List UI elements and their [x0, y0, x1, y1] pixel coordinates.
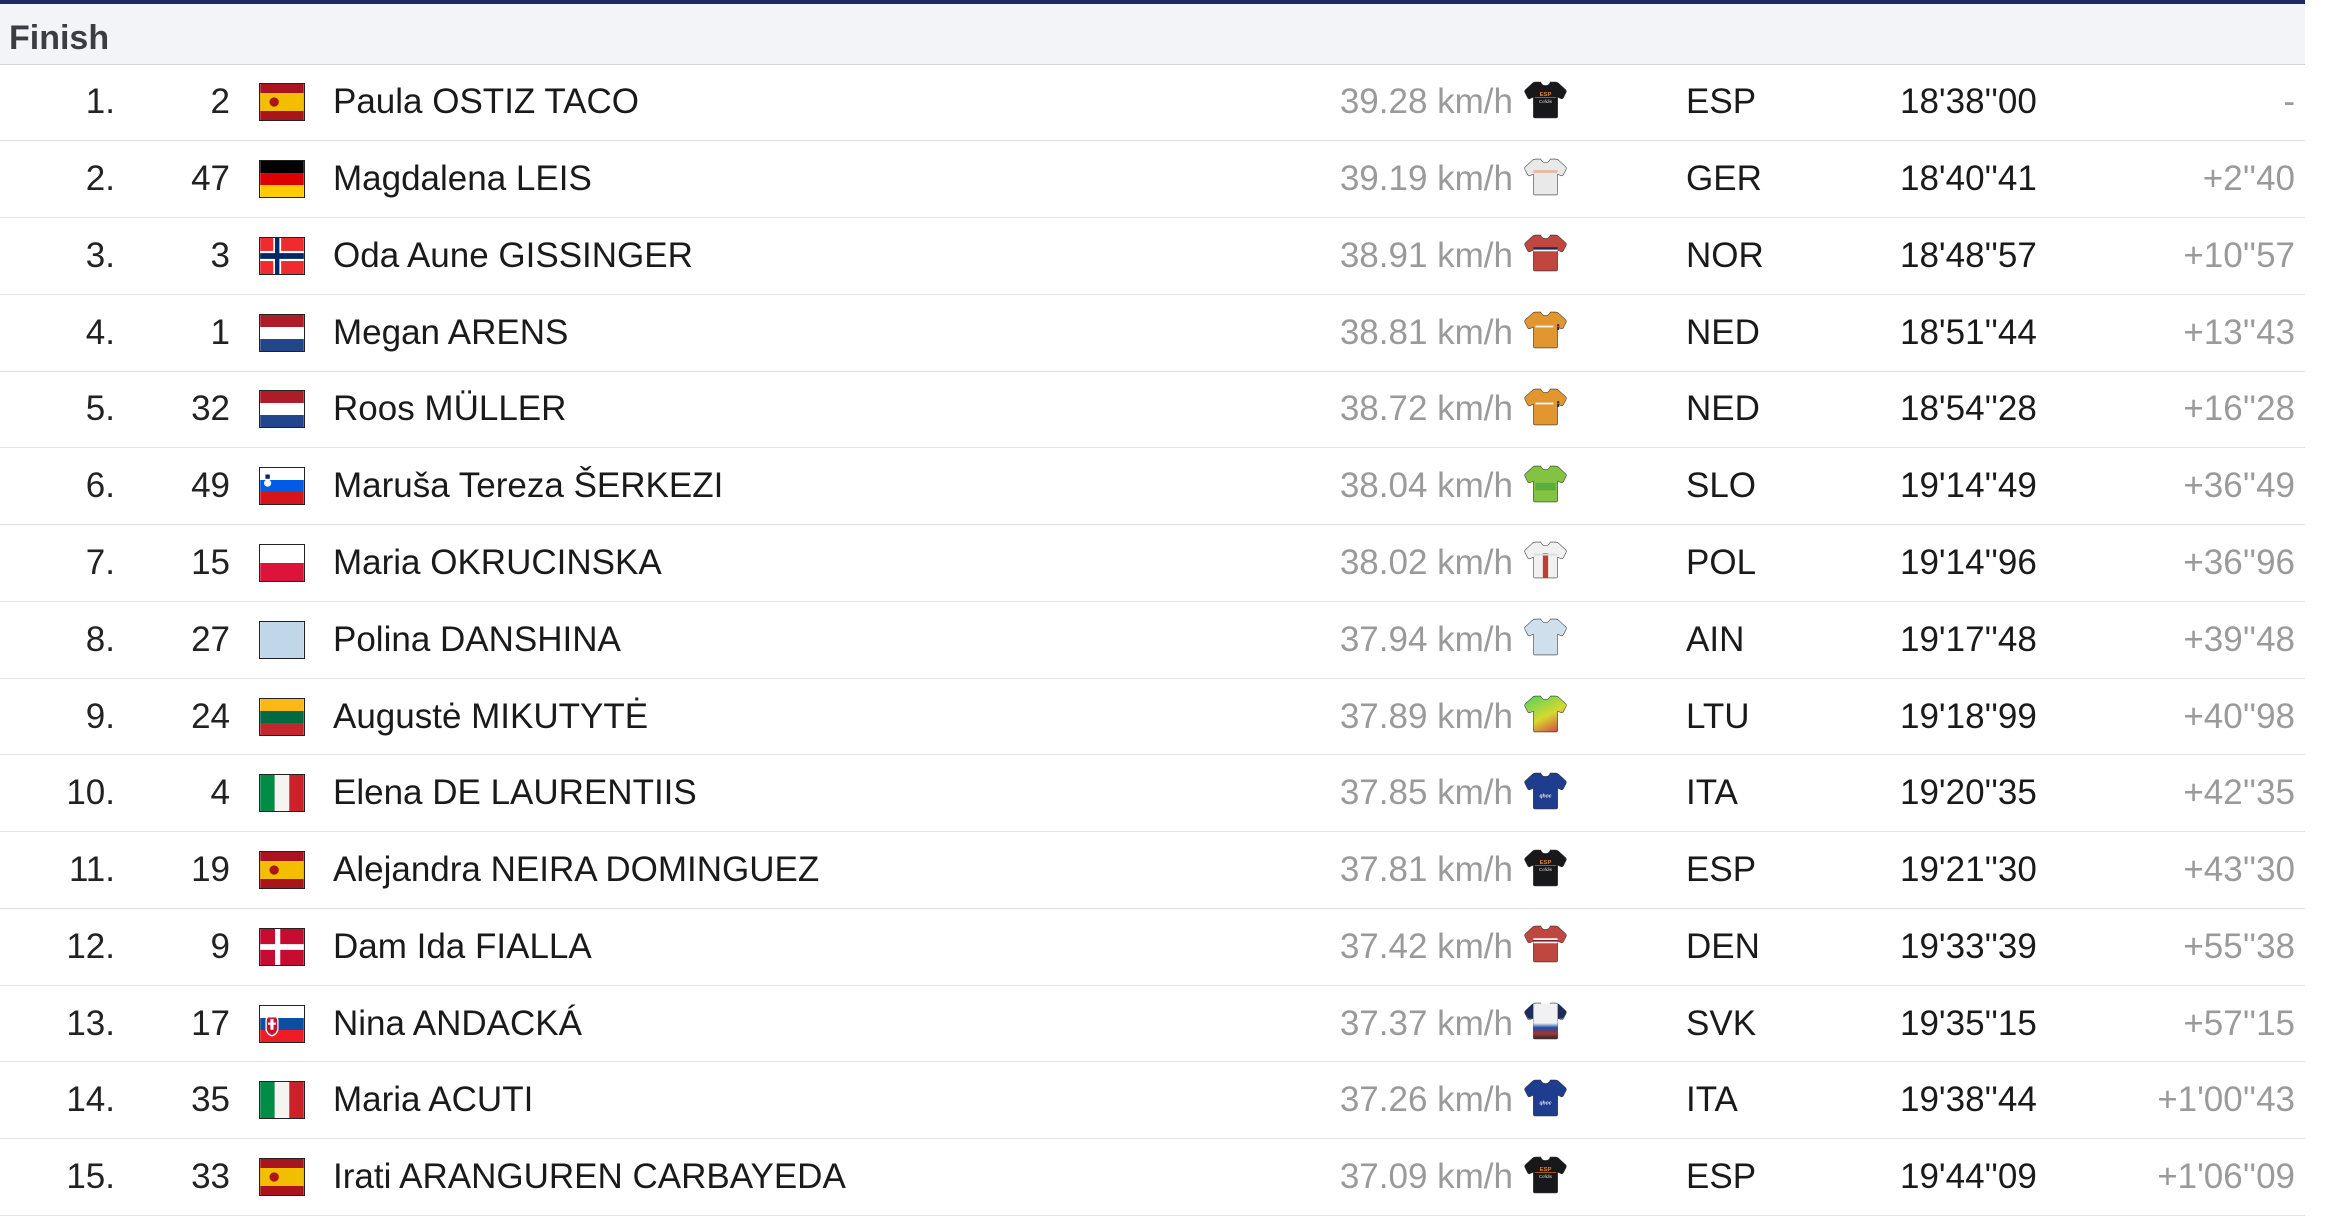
svg-text:Cofidis: Cofidis [1539, 1174, 1552, 1179]
svg-text:ESP: ESP [1540, 859, 1552, 865]
svg-text:ESP: ESP [1540, 92, 1552, 98]
svg-text:Cofidis: Cofidis [1539, 99, 1552, 104]
svg-text:qhoc: qhoc [1539, 1100, 1551, 1106]
svg-text:ESP: ESP [1540, 1166, 1552, 1172]
svg-text:qhoc: qhoc [1539, 793, 1551, 799]
svg-text:Cofidis: Cofidis [1539, 867, 1552, 872]
